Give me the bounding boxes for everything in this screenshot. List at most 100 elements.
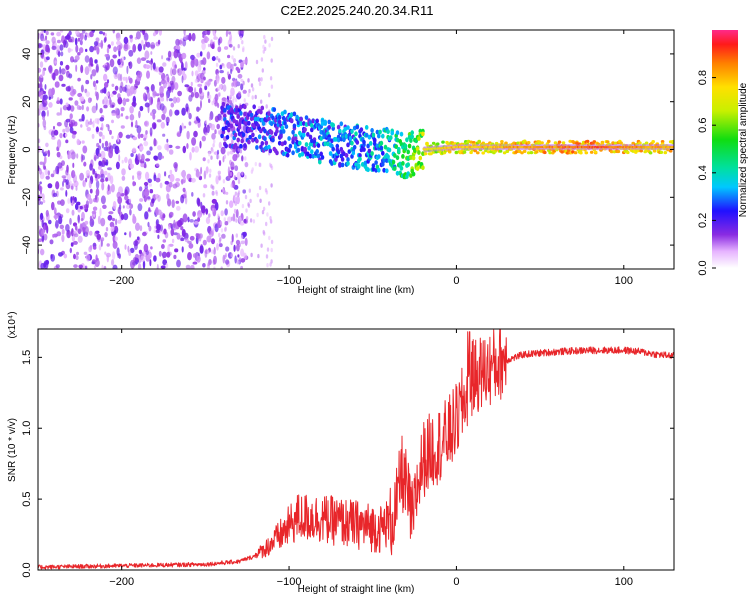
spectrogram-cell [153,155,158,161]
spectrogram-cell [85,91,91,97]
spectrogram-cell [223,107,227,113]
spectrogram-cell [375,129,380,135]
spectrogram-cell [44,168,48,176]
colorbar-label: Normalized spectral amplitude [738,82,749,217]
spectrogram-cell [106,243,110,247]
spectrogram-cell [230,183,233,188]
spectrogram-cell [334,137,338,142]
spectrogram-cell [240,265,243,269]
spectrogram-cell [130,259,135,269]
spectrogram-cell [188,121,192,126]
spectrogram-cell [99,207,102,217]
spectrogram-cell [41,193,45,201]
spectrogram-cell [147,221,150,228]
spectrogram-cell [171,199,175,209]
spectrogram-cell [423,152,428,156]
spectrogram-cell [149,189,154,194]
y-tick-label: 0 [21,146,33,152]
snr-y-multiplier: (x10⁴) [7,311,18,338]
y-tick-label: 1.0 [21,421,33,436]
spectrogram-cell [668,149,673,153]
snr-y-ticks: 0.0 0.5 1.0 1.5 [21,350,674,578]
spectrogram-cell [239,111,243,116]
spectrogram-cell [41,229,45,236]
spectrogram-cell [214,201,219,211]
spectrogram-cell [304,115,309,120]
spectrogram-cell [413,148,417,154]
spectrogram-cell [224,208,228,216]
spectrogram-cell [366,167,370,173]
spectrogram-cell [249,112,254,118]
spectrogram-cell [109,129,112,135]
spectrogram-cell [163,80,167,89]
spectrogram-cell [243,252,246,257]
spectrogram-cell [261,68,264,73]
spectrogram-cell [410,134,415,140]
spectrogram-cell [264,188,268,193]
spectrogram-cell [231,233,234,243]
spectrogram-cell [516,141,520,145]
spectrogram-cell [264,39,267,44]
spectrogram-cell [229,93,233,98]
spectrogram-cell [383,144,388,150]
spectrogram-cell [367,134,372,140]
spectrogram-cell [124,244,127,250]
spectrogram-cell [41,49,45,55]
spectrogram-cell [38,196,41,201]
spectrogram-cell [219,220,223,226]
spectrogram-cell [229,200,234,208]
spectrogram-cell [117,93,121,99]
spectrogram-cell [143,181,149,186]
spectrogram-cell [152,89,157,98]
spectrogram-cell [299,121,303,127]
figure-title: C2E2.2025.240.20.34.R11 [281,3,434,18]
spectrogram-cell [59,98,63,105]
spectrogram-cell [87,121,93,125]
spectrogram-cell [221,233,226,239]
colorbar-tick-label: 0.2 [697,213,709,228]
spectrogram-cell [469,140,473,144]
spectrogram-cell [232,79,238,88]
spectrogram-cell [270,58,273,63]
spectrogram-cell [217,38,221,46]
spectrogram-cell [104,251,107,255]
spectrogram-cell [155,177,161,183]
spectrogram-cell [201,205,206,214]
spectrogram-cell [147,196,151,200]
spectrogram-cell [111,119,114,124]
spectrogram-cell [205,208,209,215]
spectrogram-cell [271,137,275,143]
spectrogram-cell [308,153,313,159]
spectrogram-cell [241,40,244,45]
spectrogram-cell [234,97,238,103]
spectrogram-cell [89,245,93,250]
spectrogram-cell [498,149,503,153]
spectrogram-cell [56,112,61,116]
spectrogram-cell [169,169,173,175]
spectrogram-cell [84,66,90,76]
spectrogram-cell [40,90,44,96]
spectrogram-cell [216,78,220,83]
spectrogram-cell [125,76,128,84]
spectrogram-cell [343,126,348,132]
spectrogram-cell [56,39,61,44]
spectrogram-cell [346,161,350,166]
spectrogram-cell [109,99,113,107]
spectrogram-cell [565,151,570,155]
spectrogram-cell [316,153,321,159]
spectrogram-cell [104,81,109,88]
spectrogram-cell [60,199,65,207]
spectrogram-cell [133,104,136,108]
spectrogram-cell [359,127,364,133]
spectrogram-cell [104,231,108,238]
spectrogram-cell [377,154,381,160]
spectrogram-cell [75,30,80,36]
spectrogram-cell [99,117,105,122]
spectrogram-cell [56,99,60,104]
spectrogram-cell [381,133,385,139]
spectrogram-cell [162,239,167,243]
spectrogram-cell [65,64,70,70]
spectrogram-cell [265,104,268,109]
spectrogram-cell [268,235,271,241]
spectrogram-cell [172,183,178,189]
